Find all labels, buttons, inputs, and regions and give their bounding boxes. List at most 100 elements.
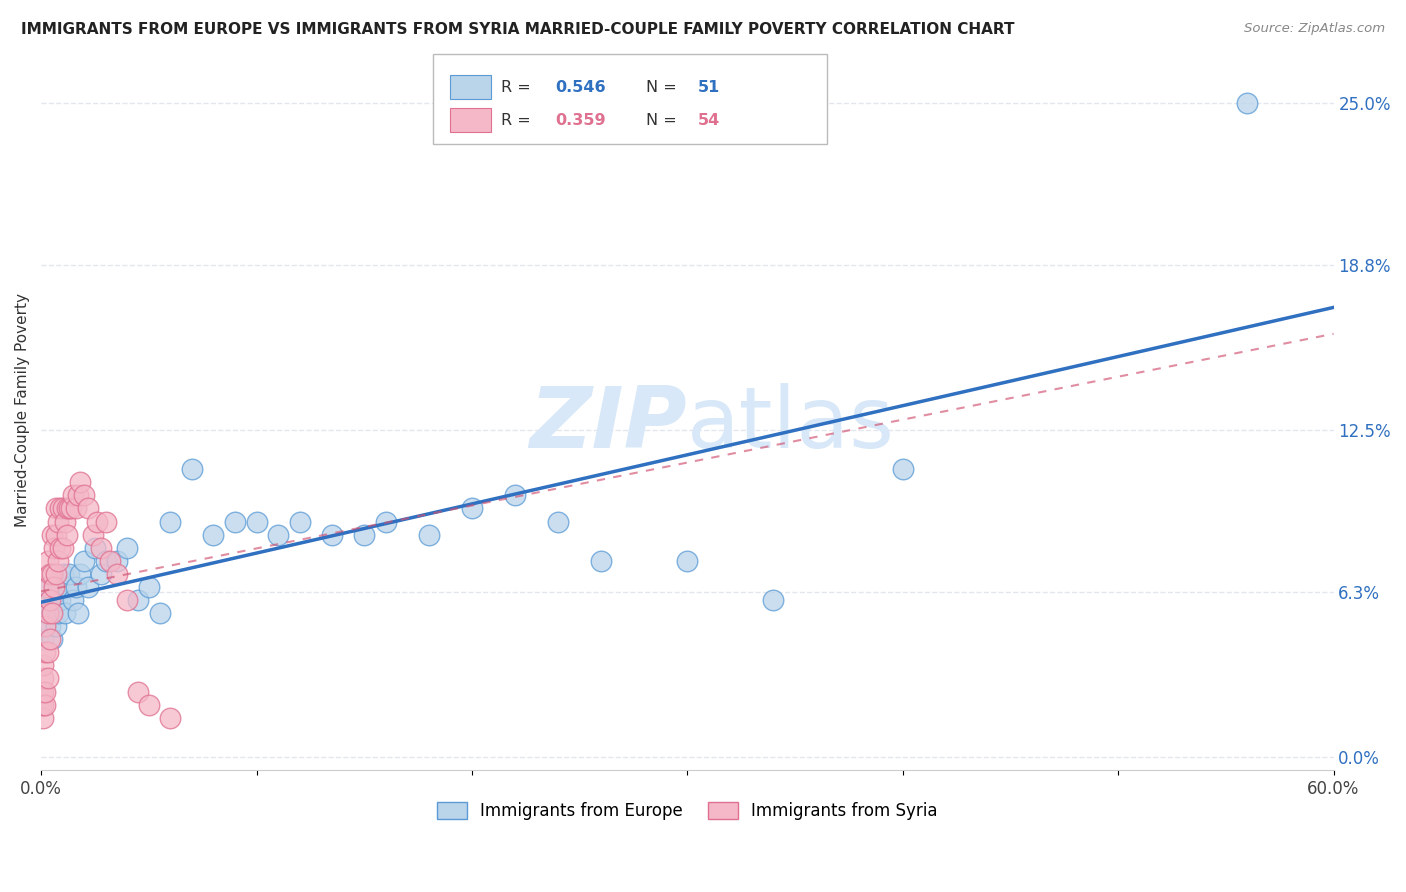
Point (34, 645, 56, 659)
Point (105, 554, 128, 568)
Text: 51: 51 (697, 79, 720, 95)
Point (38, 593, 60, 607)
Point (42, 541, 65, 555)
Point (591, 554, 613, 568)
Point (34, 684, 56, 698)
Point (42, 593, 65, 607)
Point (65, 580, 87, 594)
Point (34, 593, 56, 607)
Text: IMMIGRANTS FROM EUROPE VS IMMIGRANTS FROM SYRIA MARRIED-COUPLE FAMILY POVERTY CO: IMMIGRANTS FROM EUROPE VS IMMIGRANTS FRO… (21, 22, 1015, 37)
Point (65, 501, 87, 516)
FancyBboxPatch shape (450, 75, 491, 99)
Point (45, 566, 67, 581)
Point (891, 462, 914, 476)
Point (37, 580, 59, 594)
Point (62, 488, 84, 502)
Point (41, 606, 63, 620)
Text: 0.359: 0.359 (555, 112, 606, 128)
Point (73, 554, 96, 568)
Point (32, 684, 55, 698)
FancyBboxPatch shape (433, 54, 827, 145)
Point (547, 515, 569, 529)
Text: Source: ZipAtlas.com: Source: ZipAtlas.com (1244, 22, 1385, 36)
Point (66, 606, 89, 620)
Point (38, 632, 60, 647)
Point (138, 580, 160, 594)
Point (127, 593, 149, 607)
Point (53, 515, 76, 529)
Point (84, 541, 107, 555)
Point (38, 619, 60, 633)
Point (69, 566, 91, 581)
Text: N =: N = (645, 79, 682, 95)
Point (56, 527, 79, 541)
Legend: Immigrants from Europe, Immigrants from Syria: Immigrants from Europe, Immigrants from … (430, 795, 945, 826)
Point (37, 606, 59, 620)
Point (224, 515, 246, 529)
Point (32, 658, 55, 673)
Point (69, 475, 91, 490)
Point (49, 593, 72, 607)
Point (73, 488, 96, 502)
Point (52, 501, 75, 516)
Point (56, 501, 79, 516)
Point (58, 566, 80, 581)
Point (30, 684, 52, 698)
Point (86, 515, 108, 529)
Point (77, 501, 100, 516)
Point (98, 554, 121, 568)
Point (117, 593, 139, 607)
Text: atlas: atlas (688, 384, 896, 467)
Point (127, 684, 149, 698)
Point (82, 527, 104, 541)
Point (52, 566, 75, 581)
Point (37, 606, 59, 620)
Point (762, 593, 785, 607)
Point (34, 619, 56, 633)
Point (45, 527, 67, 541)
Point (56, 580, 79, 594)
Point (46, 580, 69, 594)
Text: ZIP: ZIP (530, 384, 688, 467)
Point (90, 566, 112, 581)
Point (34, 698, 56, 712)
Point (38, 566, 60, 581)
Point (60, 501, 83, 516)
Point (138, 698, 160, 712)
FancyBboxPatch shape (450, 108, 491, 133)
Point (58, 501, 80, 516)
Point (41, 632, 63, 647)
Text: N =: N = (645, 112, 682, 128)
Point (52, 541, 75, 555)
Point (46, 515, 69, 529)
Point (94, 515, 117, 529)
Point (45, 501, 67, 516)
Point (45, 619, 67, 633)
Point (32, 672, 55, 686)
Point (288, 515, 311, 529)
Text: 54: 54 (697, 112, 720, 128)
Point (41, 527, 63, 541)
Point (30, 698, 52, 712)
Point (49, 541, 72, 555)
Point (1236, 95, 1258, 110)
Point (461, 501, 484, 516)
Point (94, 554, 117, 568)
Point (245, 515, 267, 529)
Point (46, 554, 69, 568)
Point (41, 566, 63, 581)
Text: R =: R = (501, 112, 536, 128)
Text: 0.546: 0.546 (555, 79, 606, 95)
Point (676, 554, 699, 568)
Point (49, 501, 72, 516)
Point (38, 593, 60, 607)
Point (34, 619, 56, 633)
Point (32, 698, 55, 712)
Point (41, 606, 63, 620)
Text: R =: R = (501, 79, 536, 95)
Point (117, 541, 139, 555)
Point (90, 541, 112, 555)
Point (267, 527, 290, 541)
Point (149, 606, 172, 620)
Point (37, 580, 59, 594)
